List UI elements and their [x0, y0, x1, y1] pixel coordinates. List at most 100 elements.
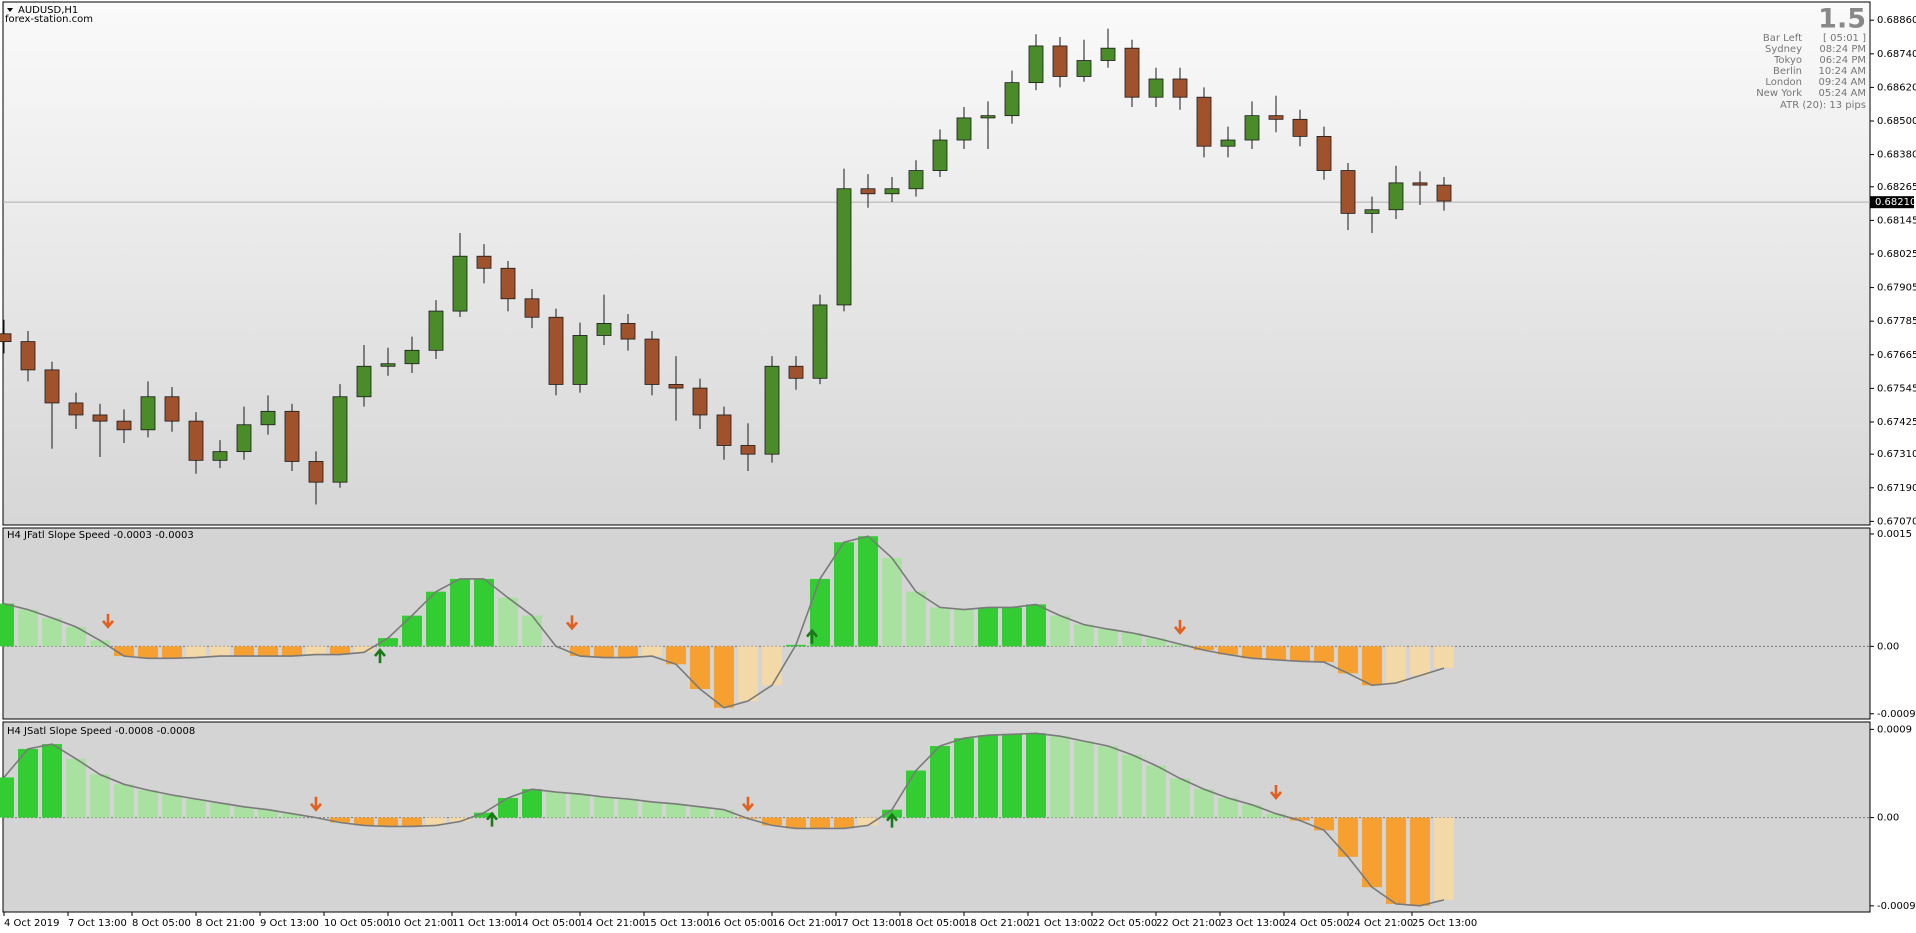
candle-body — [404, 349, 420, 365]
candle-body — [1028, 45, 1044, 84]
histogram-bar — [210, 802, 230, 818]
y-tick-label: 0.68145 — [1877, 215, 1916, 226]
candle-body — [1436, 184, 1452, 202]
histogram-bar — [138, 646, 158, 659]
x-tick-label: 10 Oct 05:00 — [324, 918, 389, 929]
candle-body — [20, 341, 36, 371]
candle-body — [668, 384, 684, 389]
histogram-bar — [594, 797, 614, 818]
histogram-bar — [90, 640, 110, 647]
indicator-title: H4 JFatl Slope Speed -0.0003 -0.0003 — [7, 530, 194, 541]
y-tick-label: 0.67545 — [1877, 383, 1916, 394]
candle-body — [1412, 182, 1428, 186]
sell-arrow — [742, 796, 754, 812]
y-tick-label: 0.68025 — [1877, 249, 1916, 260]
info-label: Sydney — [1765, 44, 1802, 55]
histogram-bar — [1074, 624, 1094, 647]
histogram-bar — [834, 817, 854, 829]
candle-body — [380, 363, 396, 367]
candle-body — [908, 170, 924, 190]
y-tick-label: -0.0009 — [1877, 901, 1916, 912]
candle-body — [1076, 60, 1092, 77]
histogram-bar — [234, 646, 254, 657]
candle-body — [428, 310, 444, 351]
histogram-bar — [1098, 629, 1118, 647]
candle-body — [764, 365, 780, 455]
candle-body — [1388, 182, 1404, 211]
histogram-bar — [618, 798, 638, 818]
histogram-bar — [642, 646, 662, 657]
histogram-bar — [546, 792, 566, 818]
histogram-bar — [1170, 644, 1190, 647]
histogram-bar — [714, 646, 734, 708]
info-label: London — [1765, 77, 1802, 88]
x-tick-label: 14 Oct 05:00 — [516, 918, 581, 929]
symbol-menu-arrow[interactable] — [7, 8, 13, 12]
candle-body — [932, 139, 948, 171]
watermark: forex-station.com — [5, 14, 93, 25]
histogram-bar — [1194, 646, 1214, 651]
histogram-bar — [1434, 646, 1454, 669]
histogram-bar — [354, 646, 374, 653]
y-tick-label: 0.67310 — [1877, 449, 1916, 460]
histogram-bar — [426, 591, 446, 647]
histogram-bar — [954, 609, 974, 647]
histogram-bar — [1266, 646, 1286, 660]
histogram-bar — [330, 817, 350, 823]
candle-body — [476, 255, 492, 269]
x-tick-label: 24 Oct 05:00 — [1284, 918, 1349, 929]
sell-arrow — [102, 613, 114, 629]
histogram-bar — [450, 817, 470, 822]
candle-body — [1124, 47, 1140, 98]
candle-body — [980, 115, 996, 119]
candle-body — [620, 323, 636, 340]
candle-body — [0, 333, 12, 343]
x-tick-label: 11 Oct 13:00 — [452, 918, 517, 929]
candle-body — [1052, 45, 1068, 77]
histogram-bar — [114, 784, 134, 818]
histogram-bar — [786, 817, 806, 829]
histogram-bar — [1434, 817, 1454, 900]
histogram-bar — [1026, 733, 1046, 818]
x-tick-label: 18 Oct 05:00 — [900, 918, 965, 929]
histogram-bar — [330, 646, 350, 655]
buy-arrow — [886, 812, 898, 828]
x-tick-label: 22 Oct 05:00 — [1092, 918, 1157, 929]
histogram-bar — [1314, 646, 1334, 663]
candle-body — [452, 255, 468, 312]
histogram-bar — [1338, 817, 1358, 857]
histogram-bar — [882, 557, 902, 647]
sell-arrow — [310, 796, 322, 812]
candle-body — [500, 267, 516, 300]
histogram-bar — [1026, 604, 1046, 647]
y-tick-label: 0.68860 — [1877, 15, 1916, 26]
y-tick-label: 0.67665 — [1877, 350, 1916, 361]
histogram-bar — [186, 646, 206, 658]
candle-body — [548, 316, 564, 385]
histogram-bar — [1290, 646, 1310, 662]
candle-body — [308, 461, 324, 483]
histogram-bar — [666, 646, 686, 665]
x-tick-label: 15 Oct 13:00 — [644, 918, 709, 929]
y-tick-label: 0.68380 — [1877, 150, 1916, 161]
last-price-box — [1870, 196, 1914, 209]
histogram-bar — [1194, 789, 1214, 818]
histogram-bar — [282, 813, 302, 818]
histogram-bar — [162, 795, 182, 818]
candle-body — [1340, 170, 1356, 214]
histogram-bar — [690, 806, 710, 818]
candle-body — [188, 420, 204, 461]
histogram-bar — [282, 646, 302, 657]
symbol-title: AUDUSD,H1 — [18, 5, 78, 16]
histogram-bar — [18, 609, 38, 647]
histogram-bar — [378, 817, 398, 827]
y-tick-label: 0.68620 — [1877, 82, 1916, 93]
y-tick-label: 0.67190 — [1877, 483, 1916, 494]
histogram-bar — [1218, 797, 1238, 818]
info-value: 08:24 PM — [1819, 44, 1866, 55]
histogram-bar — [378, 638, 398, 647]
histogram-bar — [162, 646, 182, 659]
last-price-label: 0.68210 — [1875, 197, 1916, 208]
histogram-bar — [834, 542, 854, 647]
histogram-bar — [258, 646, 278, 657]
